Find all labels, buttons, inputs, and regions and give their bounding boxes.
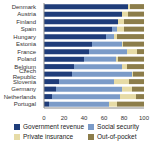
svg-text:Netherlands: Netherlands <box>8 94 36 100</box>
svg-text:60: 60 <box>101 115 108 120</box>
svg-text:France: France <box>17 49 36 55</box>
svg-text:80: 80 <box>121 115 128 120</box>
svg-text:40: 40 <box>81 115 88 120</box>
svg-text:Spain: Spain <box>21 26 36 32</box>
svg-text:Hungary: Hungary <box>13 34 36 40</box>
svg-text:Germany: Germany <box>11 86 36 92</box>
svg-text:Poland: Poland <box>17 56 36 62</box>
svg-text:Austria: Austria <box>17 11 36 17</box>
svg-text:Estonia: Estonia <box>16 41 37 47</box>
svg-text:Finland: Finland <box>16 19 36 25</box>
svg-text:Portugal: Portugal <box>14 101 36 107</box>
svg-text:100: 100 <box>139 115 142 120</box>
svg-text:0: 0 <box>42 115 46 120</box>
svg-text:Denmark: Denmark <box>12 4 37 10</box>
svg-text:Slovenia: Slovenia <box>13 79 37 85</box>
svg-text:20: 20 <box>61 115 68 120</box>
